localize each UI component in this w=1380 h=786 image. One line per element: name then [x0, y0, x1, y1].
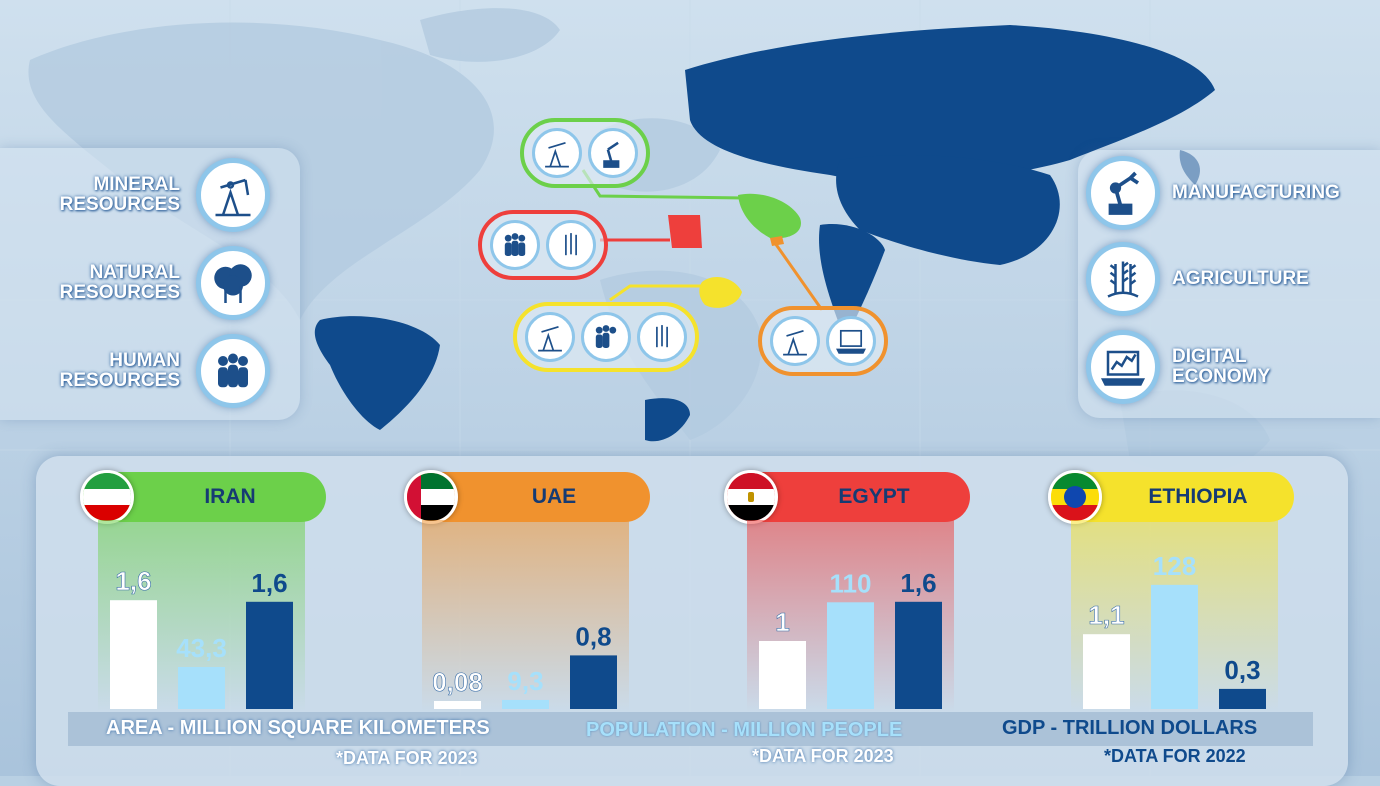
bar-uae-s1 — [502, 699, 549, 709]
robot-arm-icon — [588, 128, 638, 178]
bar-label-uae-s0: 0,08 — [432, 667, 483, 697]
note-population: *DATA FOR 2023 — [752, 746, 894, 766]
bar-iran-s0 — [110, 600, 157, 709]
legend-area: AREA - MILLION SQUARE KILOMETERS — [106, 717, 490, 739]
egypt-capsule — [478, 210, 608, 280]
iran-flag-icon — [80, 470, 134, 524]
oil-pump-icon — [770, 316, 820, 366]
uae-map-shape — [770, 236, 784, 246]
bar-label-egypt-s1: 110 — [830, 568, 872, 598]
people-icon — [581, 312, 631, 362]
bar-label-iran-s2: 1,6 — [251, 568, 287, 598]
ethiopia-capsule — [513, 302, 699, 372]
bar-label-ethiopia-s1: 128 — [1153, 551, 1196, 581]
digital-label-2: ECONOMY — [1172, 366, 1271, 387]
bar-label-ethiopia-s0: 1,1 — [1088, 600, 1124, 630]
wheat-icon — [1086, 242, 1160, 316]
legend-population: POPULATION - MILLION PEOPLE — [586, 719, 903, 741]
country-name-ethiopia: ETHIOPIA — [1148, 485, 1248, 508]
oil-pump-icon — [532, 128, 582, 178]
economy-panel: MANUFACTURING AGRICULTURE DIGITAL ECONOMY — [1078, 150, 1380, 418]
bar-label-ethiopia-s2: 0,3 — [1224, 655, 1260, 685]
robot-arm-icon — [1086, 156, 1160, 230]
note-gdp: *DATA FOR 2022 — [1104, 746, 1246, 766]
legend-gdp: GDP - TRILLION DOLLARS — [1002, 717, 1258, 739]
laptop-chart-icon — [826, 316, 876, 366]
mineral-label-1: MINERAL — [93, 174, 180, 195]
resources-panel: MINERAL RESOURCES NATURAL RESOURCES HUMAN R… — [0, 148, 300, 420]
trees-icon — [196, 246, 270, 320]
south-africa-shape — [645, 398, 690, 442]
bar-egypt-s2 — [895, 601, 942, 709]
bar-uae-s0 — [434, 701, 481, 709]
human-label-2: RESOURCES — [59, 370, 180, 391]
country-name-egypt: EGYPT — [838, 485, 910, 508]
agriculture-label: AGRICULTURE — [1172, 268, 1309, 289]
bar-uae-s2 — [570, 655, 617, 709]
bar-iran-s1 — [178, 666, 225, 709]
brazil-shape — [314, 316, 440, 430]
bar-label-egypt-s0: 1 — [775, 607, 789, 637]
legend-strip — [68, 712, 1313, 746]
greenland-shape — [420, 8, 560, 62]
country-name-uae: UAE — [531, 485, 577, 508]
bar-label-uae-s1: 9,3 — [507, 666, 543, 696]
egypt-pill: EGYPT — [724, 470, 970, 524]
bar-ethiopia-s2 — [1219, 688, 1266, 709]
natural-label-2: RESOURCES — [59, 282, 180, 303]
iran-pill: IRAN — [80, 470, 326, 524]
wheat-icon — [546, 220, 596, 270]
wheat-icon — [637, 312, 687, 362]
bar-label-uae-s2: 0,8 — [575, 621, 611, 651]
laptop-chart-icon — [1086, 330, 1160, 404]
iran-map-shape — [738, 193, 801, 239]
mineral-label-2: RESOURCES — [59, 194, 180, 215]
china-shape — [836, 155, 1060, 265]
oil-pump-icon — [196, 158, 270, 232]
bar-label-iran-s0: 1,6 — [115, 566, 151, 596]
people-icon — [490, 220, 540, 270]
bar-egypt-s1 — [827, 602, 874, 709]
ethiopia-map-shape — [699, 277, 742, 308]
country-name-iran: IRAN — [204, 485, 256, 508]
note-area: *DATA FOR 2023 — [336, 748, 478, 768]
manufacturing-label: MANUFACTURING — [1172, 182, 1340, 203]
bar-label-egypt-s2: 1,6 — [900, 568, 936, 598]
bar-ethiopia-s0 — [1083, 634, 1130, 709]
bar-label-iran-s1: 43,3 — [176, 633, 227, 663]
iran-capsule — [520, 118, 650, 188]
uae-pill: UAE — [404, 470, 650, 524]
human-label-1: HUMAN — [109, 350, 180, 371]
bar-ethiopia-s1 — [1151, 584, 1198, 709]
egypt-map-shape — [668, 215, 702, 248]
bar-egypt-s0 — [759, 641, 806, 709]
digital-label-1: DIGITAL — [1172, 346, 1247, 367]
russia-shape — [685, 25, 1215, 183]
oil-pump-icon — [525, 312, 575, 362]
bar-iran-s2 — [246, 601, 293, 709]
people-icon — [196, 334, 270, 408]
uae-capsule — [758, 306, 888, 376]
natural-label-1: NATURAL — [89, 262, 180, 283]
